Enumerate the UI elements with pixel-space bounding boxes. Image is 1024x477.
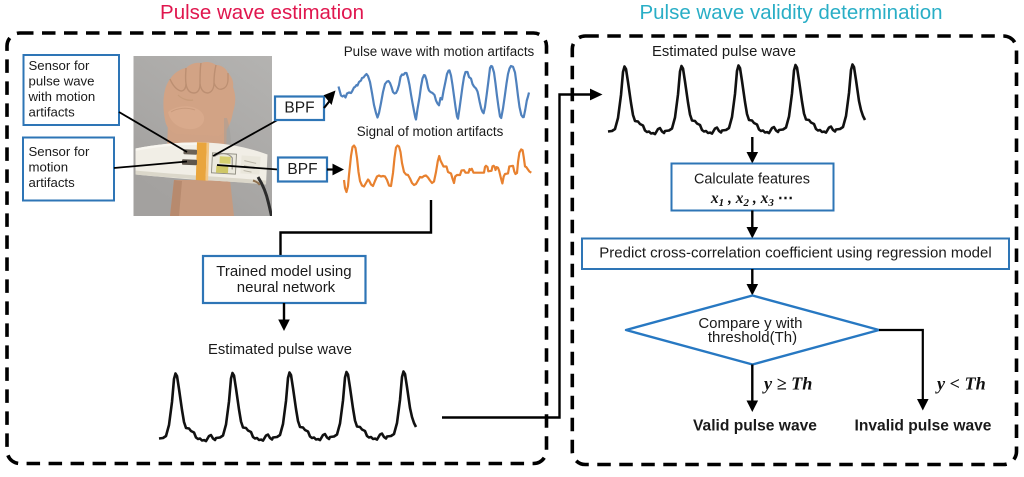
svg-text:y ≥ Th: y ≥ Th [762, 374, 812, 394]
svg-text:Predict cross-correlation coef: Predict cross-correlation coefficient us… [599, 245, 991, 262]
svg-text:Estimated pulse wave: Estimated pulse wave [208, 342, 352, 358]
svg-text:Calculate features: Calculate features [694, 172, 810, 188]
svg-text:Trained model using neural: Trained model using neural network [216, 263, 356, 296]
svg-text:Pulse wave with motion artifac: Pulse wave with motion artifacts [344, 44, 535, 59]
svg-text:Sensor for pulse wave: Sensor for pulse wave with motion artifa… [28, 58, 99, 120]
svg-text:Signal of motion artifacts: Signal of motion artifacts [357, 124, 504, 139]
svg-text:BPF: BPF [284, 99, 314, 116]
svg-text:Invalid pulse wave: Invalid pulse wave [855, 418, 992, 435]
svg-text:Pulse wave validity determinat: Pulse wave validity determination [639, 1, 942, 24]
svg-text:BPF: BPF [287, 161, 317, 178]
svg-text:Estimated pulse wave: Estimated pulse wave [652, 44, 796, 60]
svg-text:Sensor for motion arti: Sensor for motion artifacts [29, 144, 94, 190]
svg-text:y < Th: y < Th [935, 374, 986, 394]
svg-text:Compare y with threshold(T: Compare y with threshold(Th) [698, 315, 806, 346]
svg-text:Valid pulse wave: Valid pulse wave [693, 418, 817, 435]
svg-text:Pulse wave estimation: Pulse wave estimation [160, 1, 364, 24]
